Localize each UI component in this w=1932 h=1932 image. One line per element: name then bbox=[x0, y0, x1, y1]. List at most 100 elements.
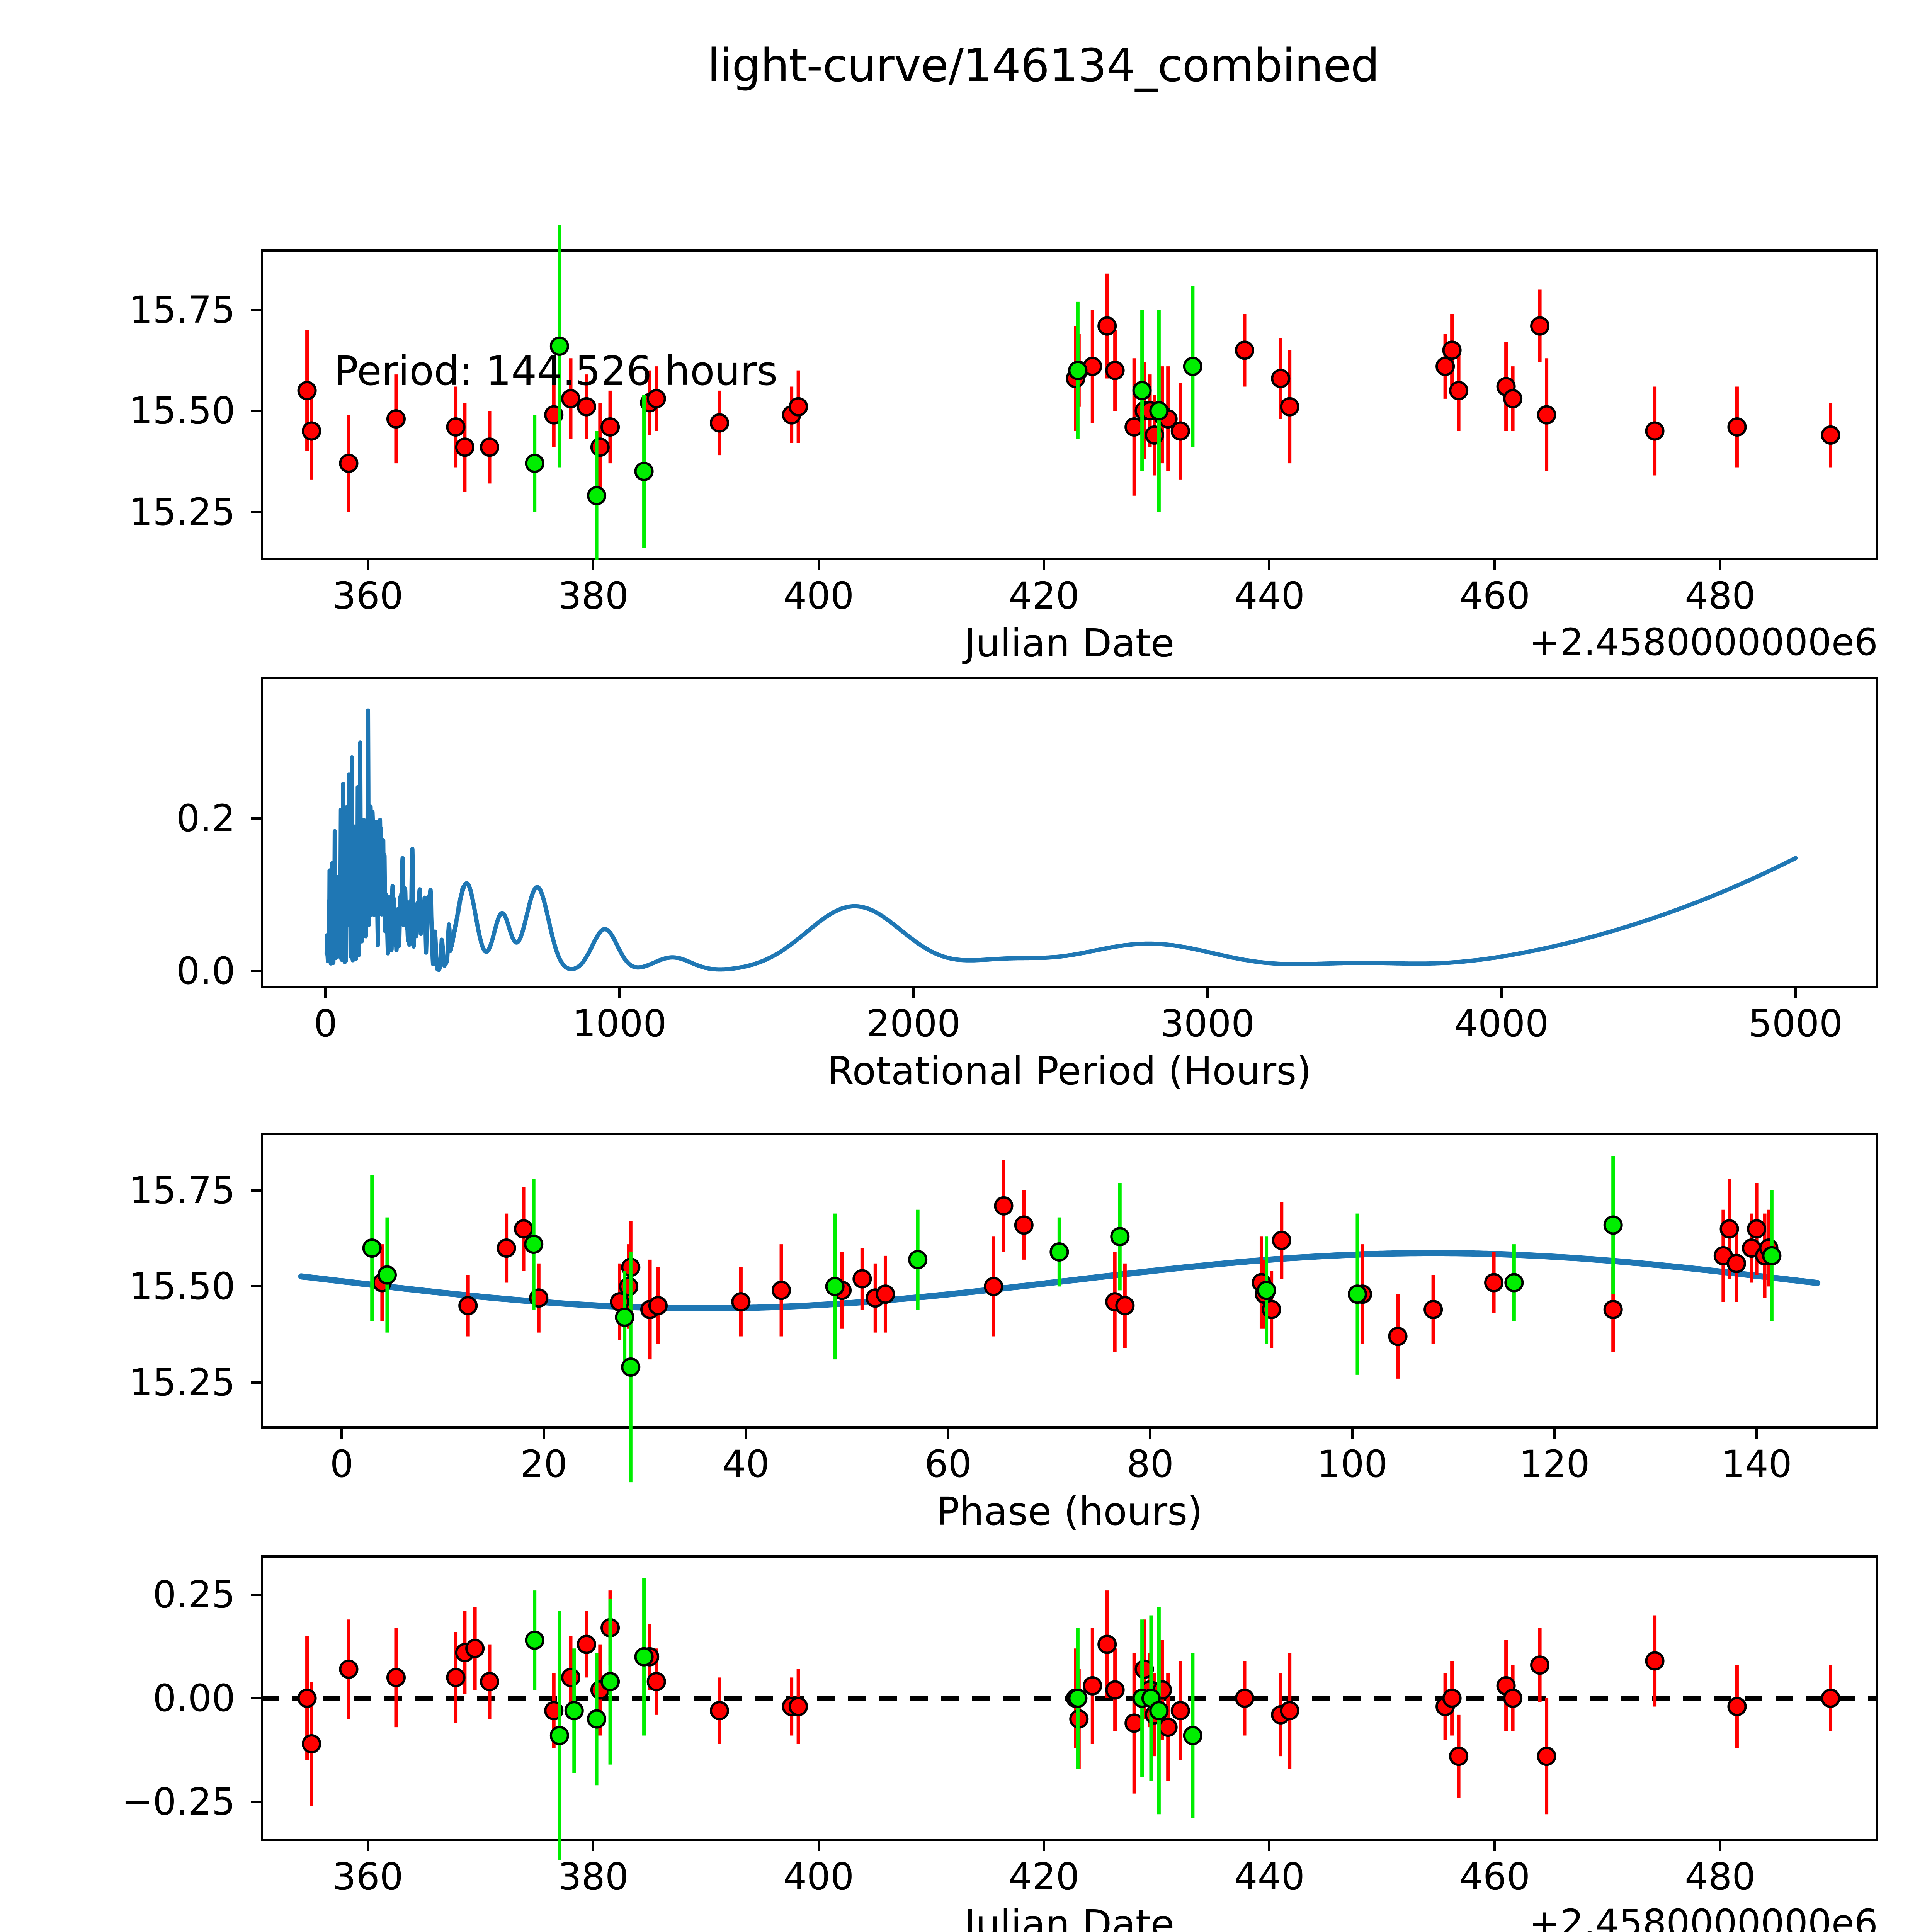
data-point bbox=[1280, 1701, 1299, 1721]
y-tick-mark bbox=[251, 1801, 261, 1803]
data-point bbox=[302, 421, 321, 441]
y-tick-label: −0.25 bbox=[121, 1780, 235, 1824]
data-point bbox=[1068, 1689, 1088, 1708]
series-green-band bbox=[525, 225, 1202, 560]
x-tick-label: 20 bbox=[520, 1442, 568, 1486]
data-point bbox=[615, 1307, 634, 1327]
x-tick-mark bbox=[1206, 988, 1209, 998]
data-point bbox=[587, 1709, 607, 1729]
data-point bbox=[1271, 369, 1291, 388]
x-tick-label: 4000 bbox=[1454, 1002, 1549, 1045]
data-point bbox=[634, 1647, 654, 1667]
x-tick-label: 1000 bbox=[572, 1002, 667, 1045]
data-point bbox=[1645, 421, 1665, 441]
x-tick-mark bbox=[1553, 1429, 1556, 1439]
x-tick-mark bbox=[1268, 560, 1271, 570]
x-tick-mark bbox=[817, 1841, 820, 1851]
x-axis-label: Julian Date bbox=[964, 621, 1175, 666]
x-tick-label: 80 bbox=[1126, 1442, 1174, 1486]
data-point bbox=[646, 1672, 666, 1692]
data-point bbox=[731, 1292, 751, 1312]
data-point bbox=[302, 1734, 321, 1753]
data-point bbox=[1388, 1327, 1408, 1346]
data-point bbox=[1235, 340, 1254, 360]
x-tick-label: 400 bbox=[783, 1855, 854, 1898]
x-tick-label: 60 bbox=[924, 1442, 972, 1486]
x-tick-mark bbox=[947, 1429, 949, 1439]
data-point bbox=[1105, 1680, 1125, 1700]
x-tick-label: 460 bbox=[1459, 574, 1531, 617]
x-tick-label: 5000 bbox=[1748, 1002, 1843, 1045]
data-point bbox=[772, 1281, 791, 1300]
x-tick-label: 380 bbox=[558, 1855, 629, 1898]
data-point bbox=[524, 1235, 544, 1254]
data-point bbox=[564, 1701, 584, 1721]
x-tick-mark bbox=[367, 560, 369, 570]
data-point bbox=[1014, 1215, 1034, 1235]
series-red-band bbox=[372, 1160, 1779, 1379]
x-tick-label: 140 bbox=[1721, 1442, 1792, 1486]
data-point bbox=[465, 1639, 485, 1658]
y-tick-label: 0.0 bbox=[176, 949, 235, 993]
data-point bbox=[525, 1630, 544, 1650]
data-point bbox=[1504, 1273, 1524, 1293]
y-tick-mark bbox=[251, 1593, 261, 1596]
figure-title: light-curve/146134_combined bbox=[707, 39, 1380, 92]
data-point bbox=[1449, 381, 1469, 400]
data-point bbox=[619, 1277, 639, 1296]
x-tick-label: 440 bbox=[1234, 1855, 1305, 1898]
data-point bbox=[1530, 316, 1550, 336]
data-point bbox=[1719, 1219, 1739, 1239]
x-tick-label: 0 bbox=[330, 1442, 354, 1486]
data-point bbox=[1149, 1701, 1169, 1721]
data-point bbox=[561, 1668, 581, 1687]
y-tick-label: 15.50 bbox=[129, 389, 235, 433]
period-annotation: Period: 144.526 hours bbox=[334, 347, 778, 395]
data-point bbox=[1726, 1253, 1746, 1273]
data-point bbox=[339, 1659, 359, 1679]
y-tick-mark bbox=[251, 817, 261, 820]
data-point bbox=[709, 1701, 729, 1721]
data-point bbox=[386, 409, 406, 429]
data-point bbox=[480, 1672, 500, 1692]
data-point bbox=[525, 454, 544, 473]
data-point bbox=[1727, 1697, 1747, 1716]
x-tick-mark bbox=[340, 1429, 343, 1439]
y-tick-label: 15.25 bbox=[129, 490, 235, 534]
x-tick-label: 120 bbox=[1519, 1442, 1590, 1486]
x-tick-mark bbox=[1268, 1841, 1271, 1851]
data-point bbox=[1235, 1689, 1254, 1708]
x-tick-label: 0 bbox=[313, 1002, 337, 1045]
data-point bbox=[1347, 1284, 1367, 1304]
y-tick-mark bbox=[251, 970, 261, 973]
x-tick-label: 400 bbox=[783, 574, 854, 617]
x-tick-mark bbox=[592, 560, 595, 570]
data-point bbox=[1170, 1701, 1190, 1721]
data-point bbox=[1435, 357, 1455, 376]
phase-folded-plot bbox=[298, 1156, 1821, 1483]
x-tick-mark bbox=[543, 1429, 545, 1439]
x-axis-offset-label: +2.4580000000e6 bbox=[1529, 621, 1878, 664]
y-tick-label: 0.2 bbox=[176, 796, 235, 840]
data-point bbox=[1442, 340, 1462, 360]
y-tick-label: 15.50 bbox=[129, 1265, 235, 1308]
data-point bbox=[600, 1672, 620, 1692]
data-point bbox=[1115, 1296, 1135, 1316]
data-point bbox=[648, 1296, 668, 1316]
data-point bbox=[297, 1689, 317, 1708]
data-point bbox=[1537, 405, 1556, 425]
series-green-band bbox=[525, 1578, 1202, 1860]
panel-phase-folded bbox=[261, 1133, 1878, 1483]
panel-residuals bbox=[261, 1555, 1878, 1860]
data-point bbox=[994, 1196, 1014, 1216]
x-tick-label: 2000 bbox=[866, 1002, 961, 1045]
y-tick-mark bbox=[251, 1285, 261, 1288]
periodogram-plot bbox=[324, 708, 1798, 972]
axes-frame bbox=[261, 249, 1878, 560]
data-point bbox=[362, 1238, 382, 1258]
data-point bbox=[1272, 1231, 1291, 1250]
periodogram-line bbox=[324, 708, 1798, 972]
data-point bbox=[497, 1238, 516, 1258]
x-tick-mark bbox=[1493, 560, 1496, 570]
